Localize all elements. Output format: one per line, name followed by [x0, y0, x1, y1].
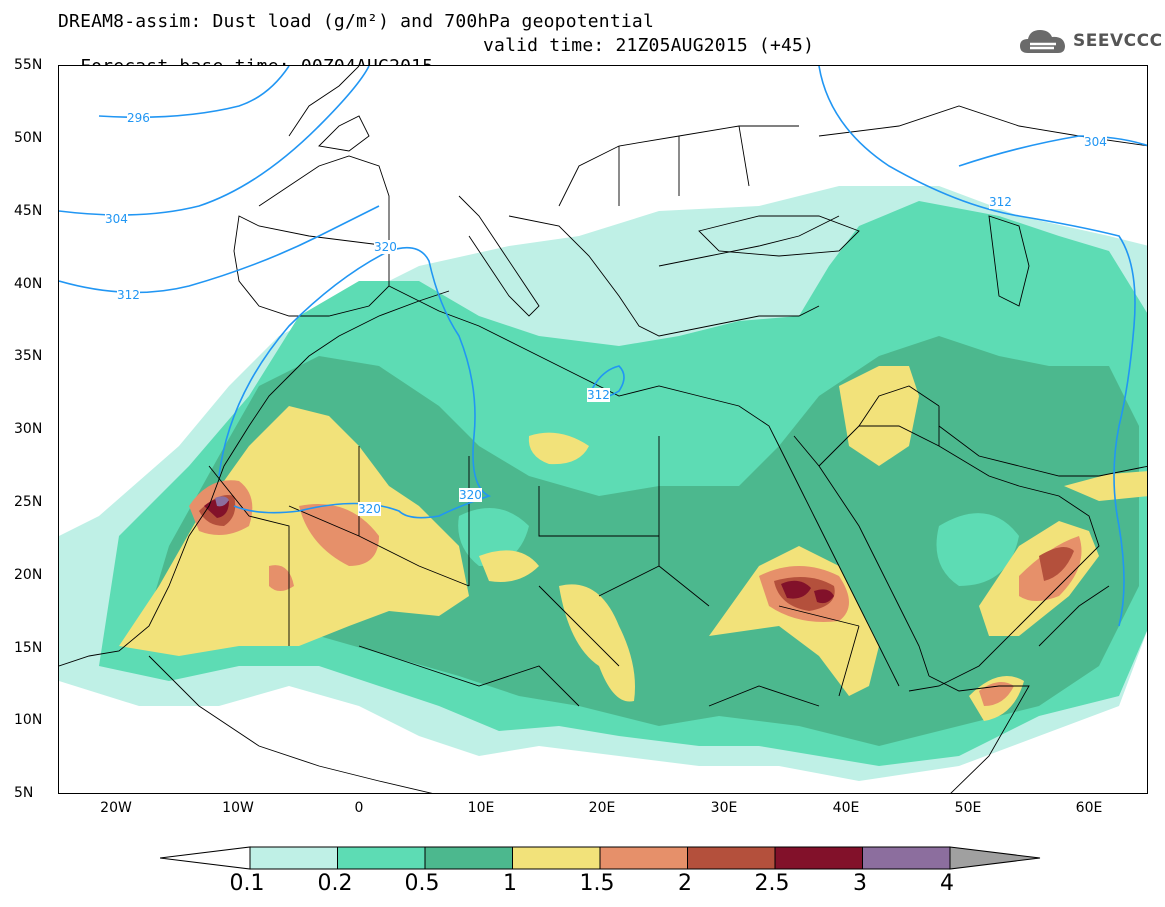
colorbar-min-arrow: [159, 846, 251, 870]
lon-label: 60E: [1075, 800, 1103, 816]
contour-label: 312: [117, 288, 140, 302]
colorbar: [159, 843, 1050, 873]
colorbar-box: [512, 846, 601, 870]
coastlines-and-borders: [59, 66, 1147, 793]
contour-label: 304: [1084, 135, 1107, 149]
lat-label: 20N: [14, 567, 43, 583]
lon-label: 10E: [467, 800, 495, 816]
lon-label: 0: [354, 800, 364, 816]
dust-load-map: 296 304 312 320 312 320 304 312 320: [58, 65, 1148, 794]
contour-label: 312: [989, 195, 1012, 209]
map-title: DREAM8-assim: Dust load (g/m²) and 700hP…: [58, 11, 654, 32]
lon-label: 10W: [222, 800, 254, 816]
lat-label: 40N: [14, 276, 43, 292]
cloud-logo-icon: [1020, 30, 1065, 53]
contour-label: 312: [587, 388, 610, 402]
colorbar-box: [774, 846, 863, 870]
lat-label: 10N: [14, 712, 43, 728]
lon-label: 20E: [588, 800, 616, 816]
logo-text: SEEVCCC: [1073, 31, 1163, 51]
contour-label: 296: [127, 111, 150, 125]
colorbar-box: [249, 846, 338, 870]
seevccc-logo: SEEVCCC: [1018, 25, 1162, 59]
colorbar-label: 2: [678, 871, 692, 896]
lon-label: 20W: [100, 800, 132, 816]
lon-label: 40E: [832, 800, 860, 816]
contour-label: 304: [105, 212, 128, 226]
lat-label: 35N: [14, 348, 43, 364]
colorbar-box: [337, 846, 426, 870]
colorbar-label: 0.2: [317, 871, 353, 896]
colorbar-label: 4: [940, 871, 954, 896]
colorbar-box: [687, 846, 776, 870]
colorbar-label: 0.1: [229, 871, 265, 896]
lon-label: 30E: [710, 800, 738, 816]
colorbar-box: [599, 846, 688, 870]
lat-label: 25N: [14, 494, 43, 510]
contour-label: 320: [459, 488, 482, 502]
lat-label: 15N: [14, 640, 43, 656]
colorbar-label: 2.5: [754, 871, 790, 896]
lat-label: 45N: [14, 203, 43, 219]
lon-label: 50E: [954, 800, 982, 816]
contour-label: 320: [358, 502, 381, 516]
lat-label: 55N: [14, 57, 43, 73]
lat-label: 30N: [14, 421, 43, 437]
valid-time-text: valid time: 21Z05AUG2015 (+45): [483, 35, 815, 56]
colorbar-label: 3: [853, 871, 867, 896]
lat-label: 50N: [14, 130, 43, 146]
colorbar-label: 1: [503, 871, 517, 896]
contour-label: 320: [374, 240, 397, 254]
colorbar-box: [862, 846, 951, 870]
lat-label: 5N: [14, 785, 34, 801]
colorbar-label: 1.5: [579, 871, 615, 896]
dust-field: [59, 186, 1147, 781]
colorbar-max-arrow: [949, 846, 1041, 870]
colorbar-box: [424, 846, 513, 870]
colorbar-label: 0.5: [404, 871, 440, 896]
